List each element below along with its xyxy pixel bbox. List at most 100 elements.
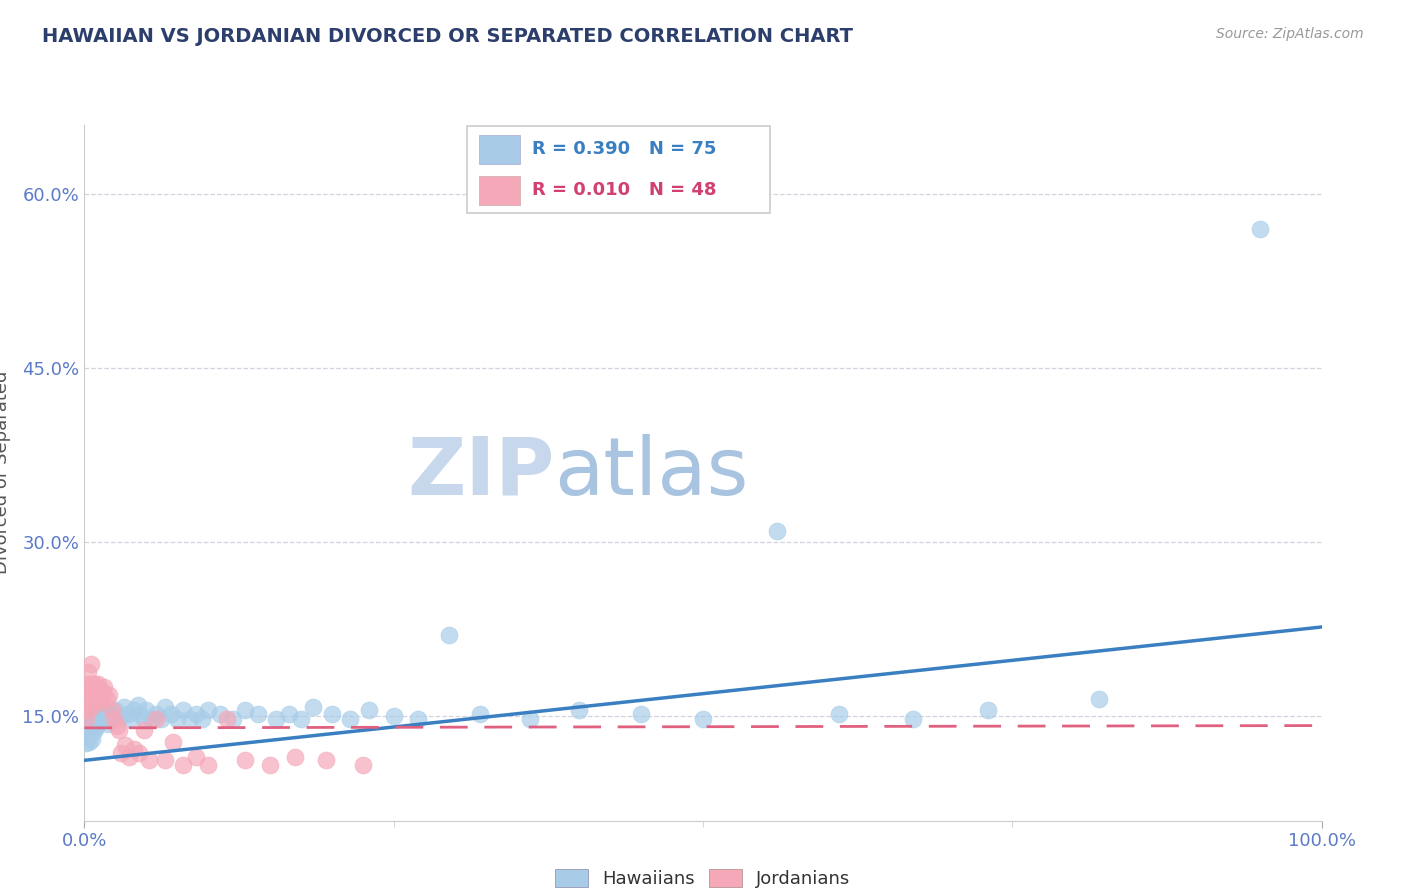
Point xyxy=(91,689,114,703)
Point xyxy=(145,706,167,721)
Point xyxy=(98,689,121,703)
Point xyxy=(98,709,121,723)
Point xyxy=(197,703,219,717)
Point xyxy=(160,706,183,721)
Point xyxy=(77,726,100,740)
Point xyxy=(91,712,114,726)
Point xyxy=(233,753,256,767)
Point xyxy=(110,709,132,723)
Point xyxy=(172,758,194,772)
Point xyxy=(302,700,325,714)
Point xyxy=(79,657,101,671)
Point xyxy=(80,732,103,747)
Point xyxy=(96,692,118,706)
Point xyxy=(184,706,207,721)
Point xyxy=(79,689,101,703)
Point xyxy=(138,753,160,767)
Bar xyxy=(479,135,520,164)
Text: Source: ZipAtlas.com: Source: ZipAtlas.com xyxy=(1216,27,1364,41)
Point xyxy=(117,706,139,721)
Point xyxy=(94,709,117,723)
Point xyxy=(568,703,591,717)
Point xyxy=(166,712,188,726)
Point xyxy=(150,712,173,726)
Point xyxy=(357,703,380,717)
Point xyxy=(89,712,111,726)
Point xyxy=(79,715,101,730)
Point xyxy=(77,677,100,691)
Point xyxy=(246,706,269,721)
Point xyxy=(76,730,98,744)
Point xyxy=(90,706,112,721)
Point xyxy=(93,706,115,721)
Text: ZIP: ZIP xyxy=(408,434,554,512)
Point xyxy=(84,692,107,706)
Point xyxy=(439,628,461,642)
Point xyxy=(120,712,142,726)
Point xyxy=(75,712,97,726)
Point xyxy=(100,703,122,717)
Point xyxy=(215,712,238,726)
Point xyxy=(191,712,214,726)
Point xyxy=(89,706,111,720)
Point xyxy=(101,712,124,726)
Point xyxy=(132,712,155,726)
Point xyxy=(315,753,337,767)
Point xyxy=(96,703,118,717)
Point xyxy=(162,735,184,749)
Point xyxy=(86,718,108,732)
Point xyxy=(122,703,145,717)
Point xyxy=(766,524,789,538)
Point xyxy=(97,717,120,731)
FancyBboxPatch shape xyxy=(467,126,770,213)
Text: atlas: atlas xyxy=(554,434,749,512)
Point xyxy=(89,692,111,706)
Point xyxy=(222,712,245,726)
Point xyxy=(339,712,361,726)
Point xyxy=(104,703,127,717)
Point xyxy=(233,703,256,717)
Point xyxy=(89,695,111,709)
Point xyxy=(84,721,107,735)
Point xyxy=(630,706,652,721)
Point xyxy=(141,712,163,726)
Point xyxy=(179,712,201,726)
Point xyxy=(519,712,541,726)
Point xyxy=(83,677,105,691)
Text: R = 0.390   N = 75: R = 0.390 N = 75 xyxy=(531,140,717,159)
Point xyxy=(79,718,101,732)
Point xyxy=(382,709,405,723)
Point xyxy=(79,735,101,749)
Point xyxy=(77,721,100,735)
Point xyxy=(153,700,176,714)
Point xyxy=(75,736,97,750)
Point xyxy=(1249,222,1271,236)
Point xyxy=(145,712,167,726)
Point xyxy=(197,758,219,772)
Point xyxy=(153,753,176,767)
Point xyxy=(90,683,112,698)
Y-axis label: Divorced or Separated: Divorced or Separated xyxy=(0,371,11,574)
Point xyxy=(103,712,125,726)
Point xyxy=(82,677,104,691)
Point xyxy=(172,703,194,717)
Point xyxy=(114,739,136,753)
Point xyxy=(132,723,155,738)
Point xyxy=(77,665,100,680)
Point xyxy=(129,706,152,721)
Point xyxy=(828,706,851,721)
Point xyxy=(976,703,998,717)
Point xyxy=(79,698,101,712)
Point xyxy=(112,700,135,714)
Point xyxy=(127,698,149,712)
Point xyxy=(290,712,312,726)
Point xyxy=(135,703,157,717)
Point xyxy=(277,706,299,721)
Point xyxy=(79,723,101,738)
Point xyxy=(209,706,232,721)
Point xyxy=(321,706,343,721)
Point xyxy=(86,689,108,703)
Point xyxy=(83,695,105,709)
Point xyxy=(76,703,98,717)
Point xyxy=(82,712,104,726)
